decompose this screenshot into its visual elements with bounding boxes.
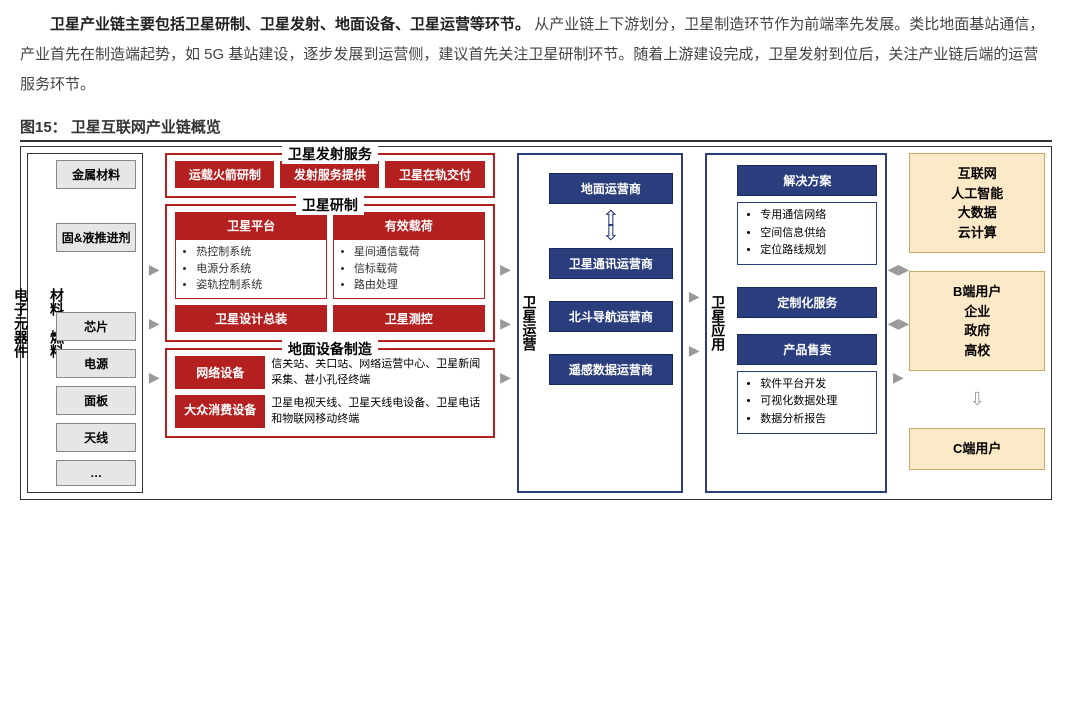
ground-row-name: 大众消费设备 <box>175 395 265 428</box>
material-item: 固&液推进剂 <box>56 223 136 252</box>
ground-row-desc: 卫星电视天线、卫星天线电设备、卫星电话和物联网移动终端 <box>271 395 484 428</box>
group-launch-title: 卫星发射服务 <box>282 144 378 164</box>
manuf-bottom: 卫星设计总装 <box>175 305 327 332</box>
down-arrow-icon: ⇩ <box>909 389 1045 410</box>
material-item: 天线 <box>56 423 136 452</box>
col-applications: 卫星应用 解决方案 专用通信网络 空间信息供给 定位路线规划 定制化服务 产品售… <box>705 153 887 493</box>
ground-row-desc: 信关站、关口站、网络运营中心、卫星新闻采集、甚小孔径终端 <box>271 356 484 389</box>
tech-box: 互联网 人工智能 大数据 云计算 <box>909 153 1045 253</box>
solution-item: 空间信息供给 <box>760 225 868 243</box>
launch-item: 运载火箭研制 <box>175 161 274 188</box>
platform-list: 热控制系统 电源分系统 姿轨控制系统 <box>175 239 327 299</box>
arrow-col3-col4: ▶▶ <box>689 153 699 493</box>
material-item: 面板 <box>56 386 136 415</box>
solution-list: 专用通信网络 空间信息供给 定位路线规划 <box>737 202 877 265</box>
applications-label: 卫星应用 <box>708 291 728 355</box>
payload-item: 信标载荷 <box>354 261 478 278</box>
col-operations: 卫星运营 地面运营商 ⇧⇩ 卫星通讯运营商 北斗导航运营商 遥感数据运营商 <box>517 153 684 493</box>
materials-label: 材料、燃料 电子元器件 <box>28 154 50 492</box>
solution-item: 定位路线规划 <box>760 242 868 260</box>
diagram: 材料、燃料 电子元器件 金属材料 固&液推进剂 芯片 电源 面板 天线 … ▶▶… <box>20 146 1052 500</box>
materials-items: 金属材料 固&液推进剂 芯片 电源 面板 天线 … <box>50 154 142 492</box>
launch-item: 发射服务提供 <box>280 161 379 188</box>
material-item: 电源 <box>56 349 136 378</box>
arrow-col4-col5: ◀▶◀▶▶ <box>893 153 903 493</box>
col-manufacturing: 卫星发射服务 运载火箭研制 发射服务提供 卫星在轨交付 卫星研制 卫星平台 热控… <box>165 153 494 493</box>
platform-item: 姿轨控制系统 <box>196 277 320 294</box>
b-user-box: B端用户 企业 政府 高校 <box>909 271 1045 371</box>
platform-title: 卫星平台 <box>175 212 327 239</box>
intro-paragraph: 卫星产业链主要包括卫星研制、卫星发射、地面设备、卫星运营等环节。 从产业链上下游… <box>20 10 1052 100</box>
payload-list: 星间通信载荷 信标载荷 路由处理 <box>333 239 485 299</box>
payload-title: 有效载荷 <box>333 212 485 239</box>
product-item: 软件平台开发 <box>760 376 868 394</box>
b-user-item: 企业 <box>964 304 990 319</box>
operator-item: 北斗导航运营商 <box>549 301 674 332</box>
double-arrow-icon: ⇧⇩ <box>549 212 674 240</box>
product-title: 产品售卖 <box>737 334 877 365</box>
product-list: 软件平台开发 可视化数据处理 数据分析报告 <box>737 371 877 434</box>
figure-title: 卫星互联网产业链概览 <box>71 119 221 136</box>
col-users: 互联网 人工智能 大数据 云计算 B端用户 企业 政府 高校 ⇩ C端用户 <box>909 153 1045 493</box>
tech-item: 云计算 <box>958 225 997 240</box>
operator-item: 地面运营商 <box>549 173 674 204</box>
intro-bold: 卫星产业链主要包括卫星研制、卫星发射、地面设备、卫星运营等环节。 <box>50 16 530 33</box>
group-launch: 卫星发射服务 运载火箭研制 发射服务提供 卫星在轨交付 <box>165 153 494 198</box>
figure-title-bar: 图15： 卫星互联网产业链概览 <box>20 116 1052 142</box>
payload-item: 路由处理 <box>354 277 478 294</box>
material-item: 金属材料 <box>56 160 136 189</box>
operator-item: 遥感数据运营商 <box>549 354 674 385</box>
group-ground: 地面设备制造 网络设备 信关站、关口站、网络运营中心、卫星新闻采集、甚小孔径终端… <box>165 348 494 438</box>
b-user-item: 政府 <box>964 323 990 338</box>
b-user-item: B端用户 <box>953 284 1001 299</box>
product-item: 可视化数据处理 <box>760 393 868 411</box>
figure-number: 图15： <box>20 119 67 136</box>
product-item: 数据分析报告 <box>760 411 868 429</box>
material-item: 芯片 <box>56 312 136 341</box>
c-user-box: C端用户 <box>909 428 1045 470</box>
launch-item: 卫星在轨交付 <box>385 161 484 188</box>
group-manuf-title: 卫星研制 <box>296 195 364 215</box>
materials-label-bottom: 电子元器件 <box>13 288 29 358</box>
col-materials: 材料、燃料 电子元器件 金属材料 固&液推进剂 芯片 电源 面板 天线 … <box>27 153 143 493</box>
tech-item: 人工智能 <box>951 186 1003 201</box>
arrow-col2-col3: ▶▶▶ <box>501 153 511 493</box>
tech-item: 互联网 <box>958 166 997 181</box>
operator-item: 卫星通讯运营商 <box>549 248 674 279</box>
platform-item: 电源分系统 <box>196 261 320 278</box>
payload-item: 星间通信载荷 <box>354 244 478 261</box>
b-user-item: 高校 <box>964 343 990 358</box>
operations-label: 卫星运营 <box>520 291 540 355</box>
group-manuf: 卫星研制 卫星平台 热控制系统 电源分系统 姿轨控制系统 有效载荷 <box>165 204 494 342</box>
tech-item: 大数据 <box>958 205 997 220</box>
manuf-bottom: 卫星测控 <box>333 305 485 332</box>
solution-title: 解决方案 <box>737 165 877 196</box>
group-ground-title: 地面设备制造 <box>282 339 378 359</box>
arrow-col1-col2: ▶▶▶ <box>149 153 159 493</box>
custom-service: 定制化服务 <box>737 287 877 318</box>
solution-item: 专用通信网络 <box>760 207 868 225</box>
ground-row-name: 网络设备 <box>175 356 265 389</box>
platform-item: 热控制系统 <box>196 244 320 261</box>
material-item: … <box>56 460 136 486</box>
